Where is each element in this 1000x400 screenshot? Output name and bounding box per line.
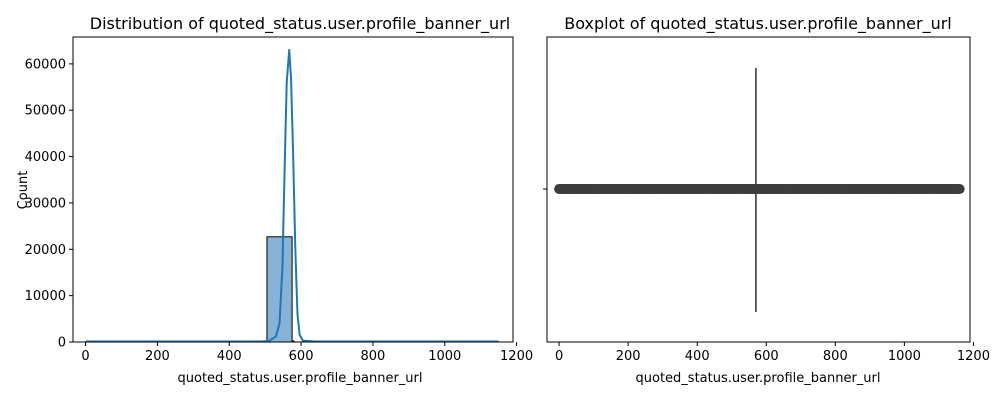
histogram-chart: Distribution of quoted_status.user.profi… [16, 14, 533, 386]
histogram-x-tick-label: 0 [81, 349, 89, 364]
histogram-x-label: quoted_status.user.profile_banner_url [178, 371, 423, 386]
histogram-y-tick-label: 10000 [25, 289, 66, 304]
boxplot-x-tick-label: 1200 [957, 349, 990, 364]
boxplot-chart: Boxplot of quoted_status.user.profile_ba… [543, 14, 990, 386]
boxplot-x-tick-label: 1000 [888, 349, 921, 364]
histogram-frame [72, 36, 514, 343]
histogram-x-tick-label: 400 [217, 349, 242, 364]
histogram-y-tick-label: 50000 [25, 104, 66, 119]
boxplot-x-tick-label: 200 [616, 349, 641, 364]
boxplot-x-label: quoted_status.user.profile_banner_url [636, 371, 881, 386]
histogram-y-tick-label: 40000 [25, 150, 66, 165]
histogram-x-tick-label: 200 [145, 349, 170, 364]
histogram-y-tick-label: 30000 [25, 196, 66, 211]
histogram-x-tick-label: 600 [289, 349, 314, 364]
boxplot-title: Boxplot of quoted_status.user.profile_ba… [564, 14, 952, 34]
boxplot-x-tick-label: 0 [555, 349, 563, 364]
kde-line [85, 48, 499, 343]
histogram-y-tick-label: 0 [58, 336, 66, 351]
boxplot-x-tick-label: 600 [754, 349, 779, 364]
histogram-x-tick-label: 1200 [500, 349, 533, 364]
boxplot-x-tick-label: 400 [685, 349, 710, 364]
boxplot-plot-area: 0 200 400 600 800 1000 1200 [543, 36, 990, 364]
histogram-plot-area: 0 200 400 600 800 1000 1200 0 10000 20000 30000 400… [25, 36, 533, 364]
histogram-y-tick-label: 60000 [25, 57, 66, 72]
histogram-y-label: Count [16, 171, 31, 210]
outlier-point [954, 184, 965, 194]
histogram-title: Distribution of quoted_status.user.profi… [90, 14, 510, 34]
boxplot-x-tick-label: 800 [823, 349, 848, 364]
histogram-x-tick-label: 800 [361, 349, 386, 364]
histogram-y-tick-label: 20000 [25, 243, 66, 258]
histogram-x-tick-label: 1000 [428, 349, 461, 364]
